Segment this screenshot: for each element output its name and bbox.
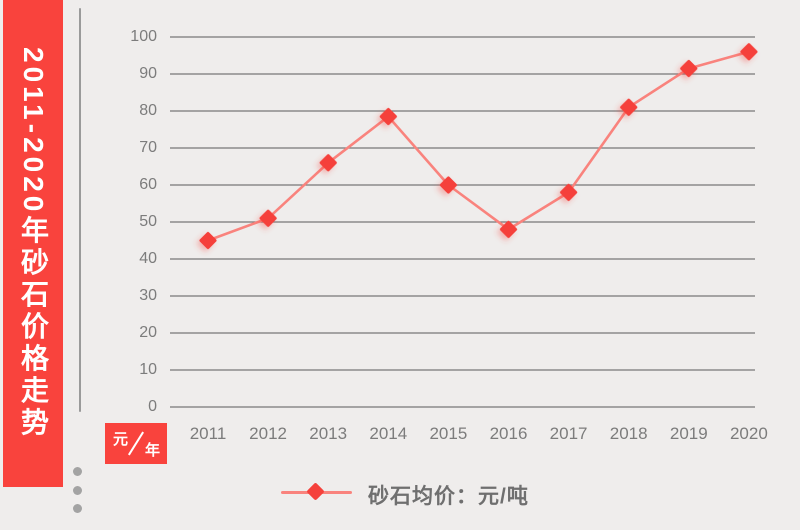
data-point-marker [680, 59, 698, 78]
y-tick-label: 90 [139, 65, 157, 82]
data-point-marker [259, 209, 277, 227]
x-tick-label: 2018 [609, 424, 648, 443]
y-unit-label: 元 [113, 431, 129, 448]
data-point-marker [499, 220, 518, 238]
data-point-marker [439, 176, 457, 194]
decor-dot [73, 504, 82, 513]
x-tick-label: 2016 [489, 424, 528, 443]
data-point-marker [319, 154, 337, 172]
trend-line [207, 50, 750, 242]
unit-badge: 元 年 [105, 423, 167, 464]
data-point-marker [199, 231, 217, 250]
badge-slash [127, 431, 145, 456]
vertical-divider [79, 8, 81, 412]
x-tick-label: 2012 [249, 424, 287, 443]
y-tick-label: 40 [139, 250, 157, 267]
data-point-marker [560, 183, 578, 201]
x-tick-label: 2013 [309, 424, 348, 443]
decor-dot [73, 467, 82, 476]
data-point-marker [740, 43, 758, 61]
y-tick-label: 20 [139, 324, 157, 341]
x-tick-label: 2019 [669, 424, 708, 443]
data-point-marker [379, 107, 397, 126]
x-tick-label: 2014 [369, 424, 408, 443]
y-tick-label: 100 [130, 28, 157, 45]
y-tick-label: 0 [148, 398, 157, 415]
y-tick-label: 60 [139, 176, 157, 193]
y-tick-label: 80 [139, 102, 157, 119]
y-tick-label: 10 [139, 361, 157, 378]
side-banner: 2011-2020年砂石价格走势 [3, 0, 63, 487]
y-tick-label: 50 [139, 213, 157, 230]
y-tick-label: 70 [139, 139, 157, 156]
data-point-marker [620, 98, 638, 116]
banner-title: 2011-2020年砂石价格走势 [18, 47, 49, 440]
x-tick-label: 2017 [549, 424, 588, 443]
x-unit-label: 年 [144, 442, 160, 459]
y-tick-label: 30 [139, 287, 157, 304]
x-tick-label: 2011 [189, 424, 227, 443]
x-tick-label: 2015 [429, 424, 468, 443]
decor-dot [73, 486, 82, 495]
legend-label: 砂石均价：元/吨 [368, 485, 529, 508]
x-tick-label: 2020 [729, 424, 768, 443]
